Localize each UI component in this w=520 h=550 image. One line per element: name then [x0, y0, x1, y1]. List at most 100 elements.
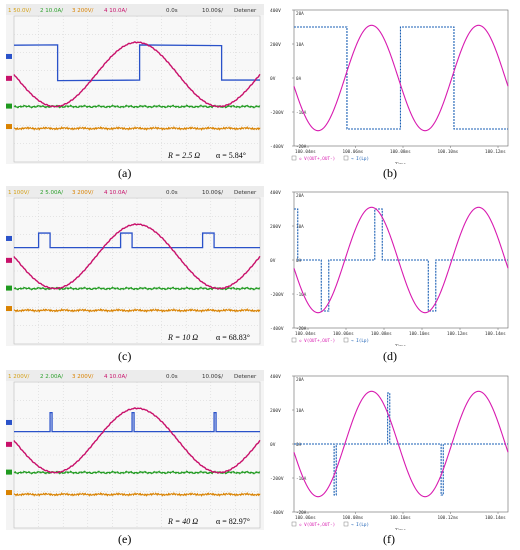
legend-current: → I(Lp) [351, 522, 369, 528]
y-tick-left: 400V [270, 374, 281, 380]
y-tick-right: 10A [296, 42, 304, 48]
x-tick-label: 100.12ms [438, 515, 459, 521]
y-tick-left: 200V [270, 408, 281, 414]
annotation-resistance: R = 40 Ω [167, 517, 198, 526]
scope-header-item: 4 10.0A/ [104, 190, 127, 196]
current-trace [14, 412, 260, 433]
scope-header-item: 10.00$/ [202, 8, 223, 14]
ch3-marker [6, 490, 12, 496]
scope-header-item: 1 100V/ [8, 190, 30, 196]
y-tick-left: 0V [270, 258, 276, 264]
x-tick-label: 100.08ms [343, 515, 364, 521]
x-tick-label: 100.10ms [438, 149, 459, 155]
x-tick-label: 100.14ms [485, 331, 506, 337]
current-trace [13, 44, 261, 82]
x-axis-label: Time [394, 162, 406, 164]
caption-e: (e) [118, 532, 132, 546]
x-tick-label: 100.06ms [343, 149, 364, 155]
sim-voltage-trace [293, 206, 509, 314]
ch2-marker [6, 469, 12, 475]
channel-3-trace [13, 307, 261, 313]
y-tick-right: 20A [296, 377, 304, 383]
x-tick-label: 100.06ms [295, 515, 316, 521]
y-tick-left: 400V [270, 8, 281, 14]
ch1-marker [6, 257, 12, 263]
x-tick-label: 100.04ms [295, 331, 316, 337]
y-tick-left: 200V [270, 42, 281, 48]
x-tick-label: 100.08ms [371, 331, 392, 337]
annotation-box [164, 515, 258, 527]
scope-header-item: 4 10.0A/ [104, 374, 127, 380]
scope-header-bar [6, 4, 264, 15]
y-tick-left: 200V [270, 224, 281, 230]
sim-chart-f: 400V200V0V-200V-400V20A10A0A-10A-20A100.… [268, 370, 514, 530]
y-tick-right: 10A [296, 224, 304, 230]
scope-header-item: 0.0s [166, 190, 178, 196]
y-tick-right: 0A [296, 258, 302, 264]
scope-chart-c: 1 100V/2 5.00A/3 200V/4 10.0A/0.0s 10.00$… [6, 186, 264, 346]
legend-voltage: ◇ V(OUT+,OUT-) [299, 522, 335, 528]
x-axis-label: Time [394, 528, 406, 530]
scope-header-item: 3 200V/ [72, 190, 94, 196]
scope-header-bar [6, 370, 264, 381]
caption-f: (f) [383, 532, 395, 546]
ch1-marker [6, 441, 12, 447]
x-tick-label: 100.06ms [333, 331, 354, 337]
scope-header-item: 10.00$/ [202, 190, 223, 196]
x-tick-label: 100.08ms [390, 149, 411, 155]
y-tick-right: -10A [296, 292, 307, 298]
y-tick-left: 0V [270, 442, 276, 448]
sim-current-trace [294, 208, 508, 312]
y-tick-right: -20A [296, 144, 307, 150]
voltage-trace [13, 223, 261, 290]
x-tick-label: 100.12ms [485, 149, 506, 155]
caption-a: (a) [118, 166, 132, 180]
sim-chart-d: 400V200V0V-200V-400V20A10A0A-10A-20A100.… [268, 186, 514, 346]
x-tick-label: 100.10ms [390, 515, 411, 521]
x-tick-label: 100.12ms [447, 331, 468, 337]
ch1-marker [6, 75, 12, 81]
annotation-box [164, 331, 258, 343]
annotation-alpha: α = 68.83° [216, 333, 250, 342]
y-tick-left: -200V [270, 110, 284, 116]
y-tick-left: 400V [270, 190, 281, 196]
scope-header-item: Detener [234, 374, 257, 380]
ch2-marker [6, 103, 12, 109]
legend-current: → I(Lp) [351, 156, 369, 162]
y-tick-left: 0V [270, 76, 276, 82]
scope-header-item: 1 200V/ [8, 374, 30, 380]
x-tick-label: 100.14ms [485, 515, 506, 521]
y-tick-right: -20A [296, 510, 307, 516]
sim-voltage-trace [293, 390, 509, 498]
legend-marker-voltage [291, 521, 297, 527]
scope-header-bar [6, 186, 264, 197]
channel-3-trace [13, 491, 261, 497]
y-tick-left: -400V [270, 510, 284, 516]
ch3-marker [6, 124, 12, 130]
scope-chart-a: 1 50.0V/2 10.0A/3 200V/4 10.0A/0.0s 10.00… [6, 4, 264, 164]
scope-header-item: 3 200V/ [72, 8, 94, 14]
ch3-marker [6, 306, 12, 312]
sim-current-trace [294, 392, 508, 496]
y-tick-right: -10A [296, 476, 307, 482]
scope-header-item: 3 200V/ [72, 374, 94, 380]
scope-header-item: 2 10.0A/ [40, 8, 63, 14]
scope-header-item: 0.0s [166, 374, 178, 380]
annotation-resistance: R = 2.5 Ω [167, 151, 200, 160]
sim-voltage-trace [293, 24, 509, 132]
annotation-resistance: R = 10 Ω [167, 333, 198, 342]
current-trace [14, 232, 260, 249]
legend-marker-current [343, 155, 349, 161]
y-tick-right: 10A [296, 408, 304, 414]
scope-header-item: 10.00$/ [202, 374, 223, 380]
y-tick-right: 20A [296, 193, 304, 199]
y-tick-right: 0A [296, 76, 302, 82]
scope-header-item: 4 10.0A/ [104, 8, 127, 14]
legend-marker-voltage [291, 337, 297, 343]
y-tick-left: -200V [270, 292, 284, 298]
y-tick-left: -200V [270, 476, 284, 482]
y-tick-right: -10A [296, 110, 307, 116]
voltage-trace [13, 407, 261, 474]
ch4-marker [6, 235, 12, 241]
x-tick-label: 100.04ms [295, 149, 316, 155]
